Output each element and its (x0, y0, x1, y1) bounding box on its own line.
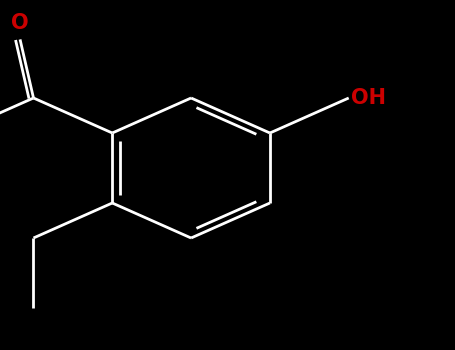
Text: O: O (11, 13, 29, 33)
Text: OH: OH (351, 88, 386, 108)
